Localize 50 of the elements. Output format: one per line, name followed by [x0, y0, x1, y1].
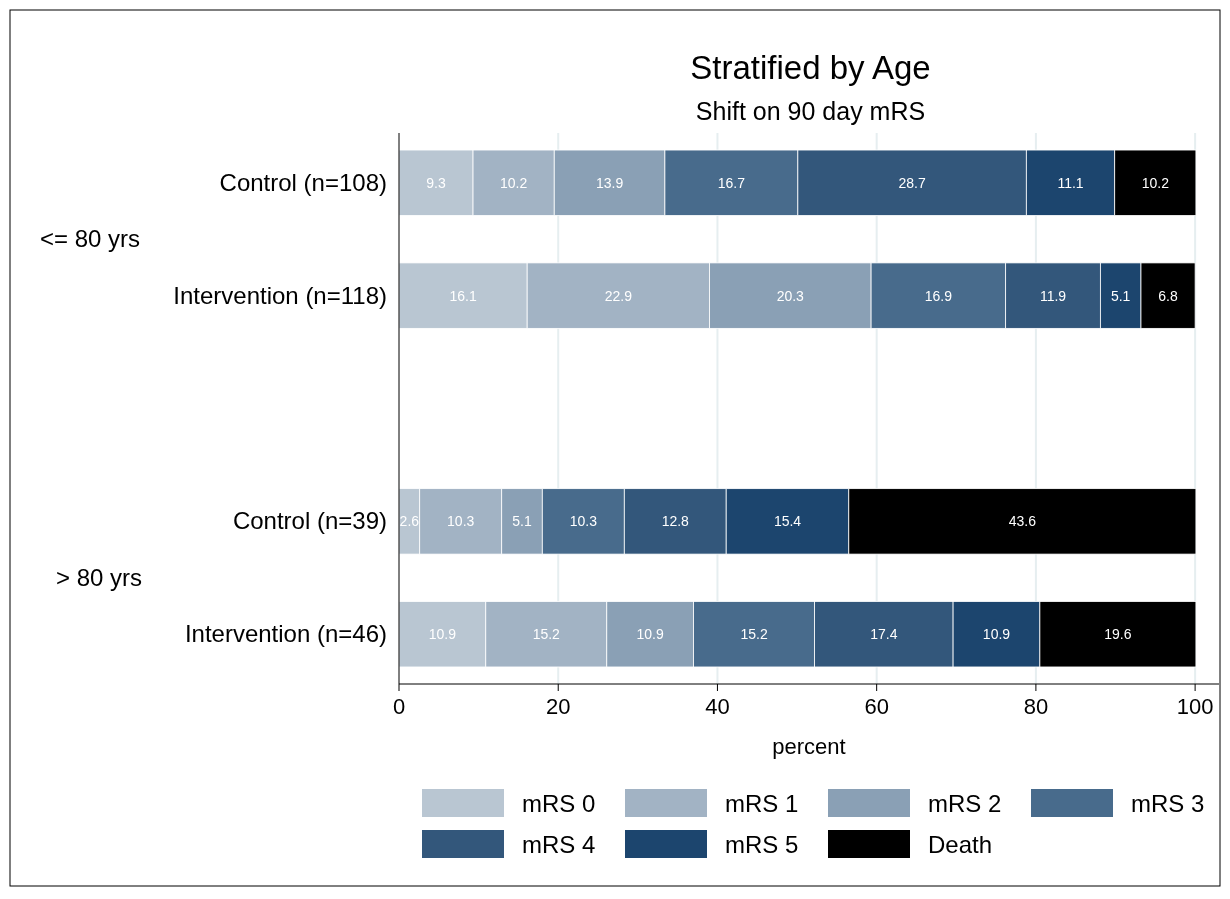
- data-label: 17.4: [870, 626, 898, 643]
- data-label: 12.8: [661, 513, 690, 530]
- data-label: 10.2: [1141, 174, 1170, 191]
- y-tick-label: Control (n=108): [219, 168, 387, 196]
- data-label: 20.3: [776, 287, 805, 304]
- y-tick-label: Control (n=39): [232, 507, 387, 535]
- legend-label: mRS 4: [522, 831, 596, 858]
- legend-label: mRS 3: [1131, 790, 1205, 817]
- data-label: 5.1: [1110, 287, 1131, 304]
- data-label: 22.9: [604, 287, 633, 304]
- x-tick-label: 80: [1023, 694, 1049, 719]
- data-label: 10.9: [428, 626, 457, 643]
- y-tick-label: Intervention (n=118): [173, 281, 387, 309]
- chart-subtitle: Shift on 90 day mRS: [695, 97, 926, 125]
- data-label: 15.2: [740, 626, 768, 643]
- data-label: 10.2: [500, 174, 528, 191]
- text: <= 80 yrs: [40, 225, 141, 253]
- data-label: 10.3: [569, 513, 598, 530]
- x-tick-label: 60: [864, 694, 889, 719]
- legend-label: mRS 5: [725, 831, 799, 858]
- data-label: 15.4: [773, 513, 802, 530]
- data-label: 16.9: [924, 287, 953, 304]
- x-tick-label: 100: [1176, 694, 1214, 719]
- x-tick-label: 40: [705, 694, 730, 719]
- data-label: 16.7: [717, 174, 746, 191]
- x-tick-label: 20: [545, 694, 571, 719]
- data-label: 10.9: [982, 626, 1011, 643]
- legend-label: mRS 0: [522, 790, 596, 817]
- text: > 80 yrs: [56, 563, 143, 591]
- data-label: 10.3: [447, 513, 475, 530]
- data-label: 6.8: [1158, 287, 1178, 304]
- y-tick-label: Intervention (n=46): [184, 620, 387, 648]
- data-label: 11.1: [1057, 174, 1084, 191]
- data-label: 9.3: [426, 174, 446, 191]
- chart-title: Stratified by Age: [690, 49, 931, 86]
- data-label: 13.9: [595, 174, 624, 191]
- legend-label: mRS 2: [928, 790, 1002, 817]
- x-axis-title: percent: [772, 734, 846, 759]
- data-label: 28.7: [898, 174, 926, 191]
- data-label: 5.1: [512, 513, 532, 530]
- data-label: 15.2: [532, 626, 561, 643]
- data-label: 16.1: [449, 287, 477, 304]
- data-label: 10.9: [636, 626, 665, 643]
- legend-label: Death: [928, 831, 993, 858]
- x-tick-label: 0: [392, 694, 406, 719]
- data-label: 43.6: [1008, 513, 1037, 530]
- data-label: 11.9: [1039, 287, 1067, 304]
- data-label: 2.6: [399, 513, 420, 530]
- legend-label: mRS 1: [725, 790, 799, 817]
- data-label: 19.6: [1104, 626, 1132, 643]
